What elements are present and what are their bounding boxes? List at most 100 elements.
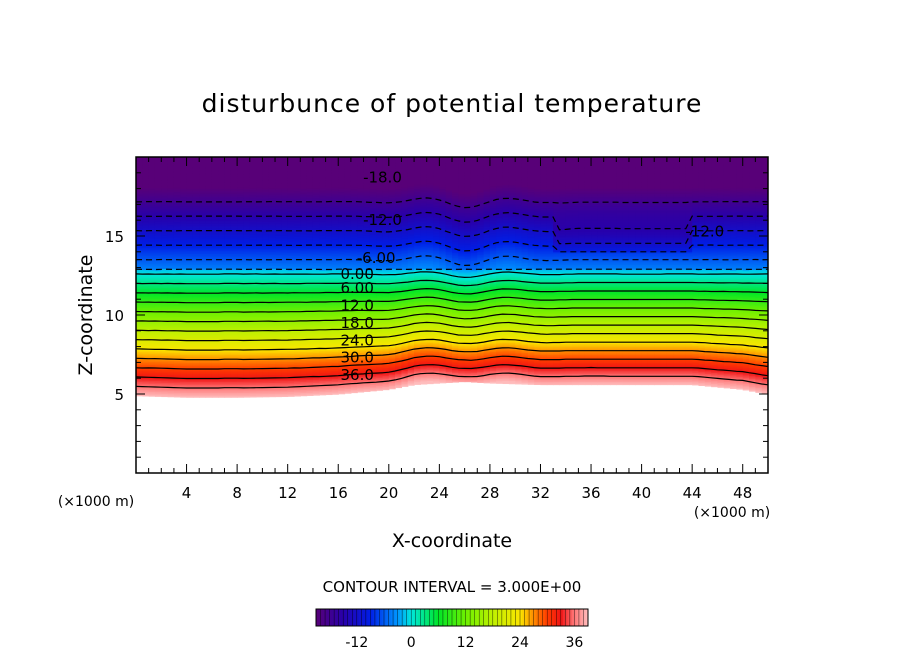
field-cell: [243, 395, 251, 398]
field-cell: [319, 284, 327, 287]
field-cell: [294, 373, 301, 376]
field-cell: [211, 262, 219, 266]
field-cell: [256, 237, 263, 240]
field-cell: [211, 321, 219, 324]
field-cell: [268, 347, 276, 350]
field-cell: [306, 163, 314, 166]
field-cell: [237, 185, 245, 188]
field-cell: [237, 182, 245, 185]
field-cell: [281, 394, 289, 398]
field-cell: [312, 199, 320, 202]
field-cell: [300, 370, 308, 373]
field-cell: [218, 205, 226, 209]
field-cell: [180, 228, 188, 231]
field-cell: [287, 284, 295, 287]
field-cell: [167, 395, 175, 398]
field-cell: [205, 291, 213, 294]
field-cell: [275, 230, 282, 233]
field-cell: [136, 158, 143, 161]
field-cell: [306, 177, 314, 180]
field-cell: [268, 202, 276, 205]
field-cell: [136, 375, 143, 378]
field-cell: [199, 254, 207, 258]
field-cell: [186, 193, 194, 196]
field-cell: [136, 264, 143, 267]
field-cell: [331, 266, 339, 269]
field-cell: [268, 383, 276, 387]
field-cell: [294, 375, 301, 378]
field-cell: [287, 235, 295, 238]
field-cell: [148, 200, 156, 203]
field-cell: [180, 351, 188, 354]
field-cell: [230, 259, 238, 262]
field-cell: [275, 216, 282, 219]
field-cell: [161, 176, 169, 180]
field-cell: [300, 202, 308, 206]
field-cell: [237, 321, 245, 324]
field-cell: [268, 189, 276, 192]
field-cell: [256, 283, 263, 286]
field-cell: [275, 393, 282, 396]
field-cell: [154, 312, 162, 315]
field-cell: [237, 199, 245, 202]
field-cell: [136, 330, 143, 334]
field-cell: [142, 283, 150, 286]
field-cell: [338, 253, 346, 256]
field-cell: [312, 260, 320, 263]
field-cell: [249, 321, 257, 324]
field-cell: [294, 256, 301, 260]
field-cell: [281, 363, 289, 366]
field-cell: [319, 355, 327, 358]
field-cell: [275, 254, 282, 257]
field-cell: [300, 382, 308, 386]
field-cell: [199, 166, 207, 169]
field-cell: [154, 386, 162, 389]
field-cell: [218, 164, 226, 168]
field-cell: [237, 202, 245, 205]
field-cell: [237, 180, 245, 183]
field-cell: [338, 322, 346, 325]
field-cell: [256, 251, 263, 254]
field-cell: [180, 371, 188, 374]
field-cell: [192, 284, 200, 288]
field-cell: [180, 232, 188, 235]
field-cell: [275, 181, 282, 184]
field-cell: [211, 318, 219, 321]
field-cell: [142, 394, 150, 397]
field-cell: [237, 318, 245, 321]
field-cell: [237, 175, 245, 179]
field-cell: [211, 386, 219, 389]
field-cell: [243, 362, 251, 365]
field-cell: [249, 177, 257, 180]
field-cell: [287, 238, 295, 241]
field-cell: [275, 203, 282, 206]
field-cell: [180, 289, 188, 292]
field-cell: [287, 157, 295, 160]
field-cell: [249, 254, 257, 257]
field-cell: [161, 377, 169, 380]
field-cell: [186, 251, 194, 254]
field-cell: [192, 188, 200, 191]
field-cell: [249, 202, 257, 205]
field-cell: [287, 367, 295, 370]
field-cell: [281, 277, 289, 281]
field-cell: [262, 328, 270, 331]
field-cell: [154, 298, 162, 301]
field-cell: [275, 266, 282, 270]
field-cell: [142, 326, 150, 329]
field-cell: [161, 211, 169, 214]
field-cell: [205, 341, 213, 345]
field-cell: [300, 213, 308, 217]
field-cell: [281, 271, 289, 274]
field-cell: [275, 222, 282, 225]
field-cell: [199, 340, 207, 343]
field-cell: [167, 175, 175, 178]
field-cell: [306, 256, 314, 259]
field-cell: [262, 385, 270, 388]
field-cell: [148, 263, 156, 266]
field-cell: [161, 173, 169, 176]
field-cell: [243, 333, 251, 336]
field-cell: [218, 283, 226, 286]
field-cell: [237, 278, 245, 281]
field-cell: [294, 198, 301, 201]
